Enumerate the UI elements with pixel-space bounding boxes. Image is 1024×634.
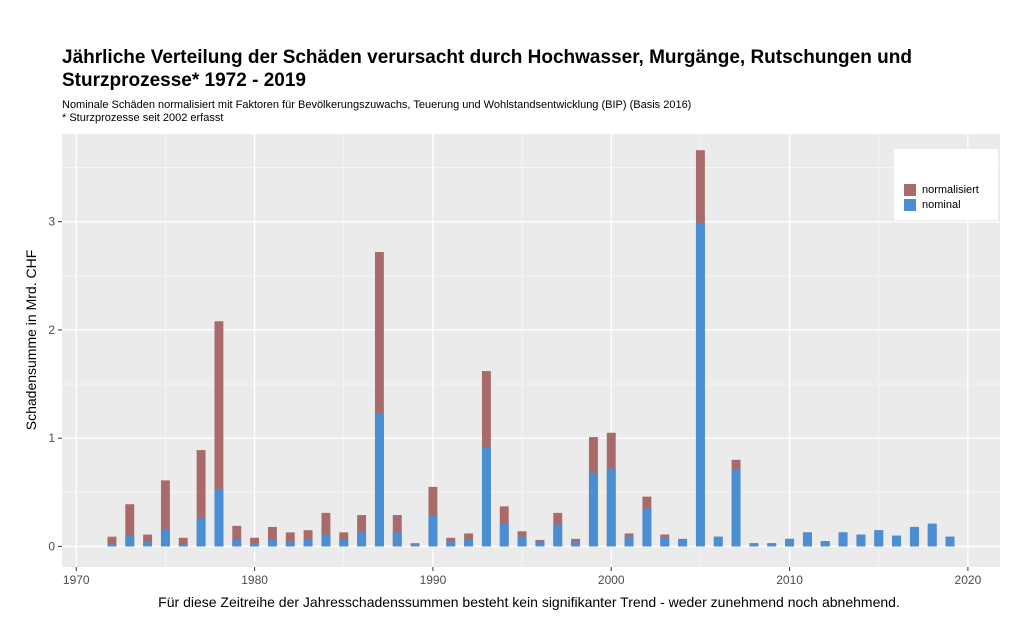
bar-nominal-1981 (267, 539, 277, 547)
x-axis-label: Für diese Zeitreihe der Jahresschadenssu… (158, 594, 900, 610)
tick-labels: 1970 1980 1990 2000 2010 2020 0 1 2 3 (48, 215, 981, 587)
bar-nominal-1973 (125, 535, 135, 547)
chart-subtitle: Nominale Schäden normalisiert mit Faktor… (62, 99, 691, 125)
x-tick-label: 1970 (63, 573, 90, 587)
bar-normalisiert-1976 (178, 537, 188, 547)
legend-label-nominal: nominal (922, 199, 961, 211)
bar-nominal-1972 (107, 544, 117, 547)
legend-item-nominal: nominal (904, 198, 961, 212)
bar-nominal-1990 (428, 515, 438, 547)
bar-normalisiert-1981 (267, 526, 277, 547)
bar-nominal-1997 (553, 524, 563, 547)
subtitle-line-2: * Sturzprozesse seit 2002 erfasst (62, 112, 224, 124)
bar-normalisiert-1974 (143, 534, 153, 547)
bar-nominal-1999 (588, 472, 598, 547)
bar-nominal-2015 (874, 530, 884, 547)
bar-nominal-2000 (606, 468, 616, 547)
bar-normalisiert-1983 (303, 530, 313, 547)
bar-nominal-1978 (214, 489, 224, 547)
bar-nominal-1977 (196, 518, 206, 547)
bar-nominal-1998 (571, 541, 581, 547)
x-tick-label: 2020 (955, 573, 982, 587)
bar-nominal-1991 (446, 541, 456, 547)
legend: normalisiert nominal (894, 149, 998, 220)
bar-nominal-1988 (392, 532, 402, 547)
bar-nominal-2002 (642, 508, 652, 547)
bar-nominal-2012 (820, 541, 830, 547)
y-tick-label: 1 (48, 431, 55, 445)
bar-normalisiert-1984 (321, 512, 331, 547)
bar-nominal-1984 (321, 534, 331, 547)
bar-normalisiert-1986 (357, 515, 367, 547)
bars (107, 150, 955, 547)
bar-nominal-2007 (731, 469, 741, 547)
bar-nominal-2001 (624, 536, 634, 547)
bar-nominal-2018 (927, 523, 937, 547)
bar-nominal-2004 (678, 539, 688, 547)
bar-nominal-2016 (892, 535, 902, 547)
bar-normalisiert-1973 (125, 504, 135, 547)
bar-normalisiert-1985 (339, 532, 349, 547)
axis-ticks (58, 221, 969, 571)
bar-nominal-1986 (357, 532, 367, 547)
bar-nominal-1982 (285, 541, 295, 547)
bar-nominal-1974 (143, 542, 153, 547)
x-tick-label: 2010 (776, 573, 803, 587)
bar-nominal-1980 (250, 543, 260, 547)
legend-label-normalisiert: normalisiert (922, 184, 979, 196)
bar-normalisiert-1972 (107, 536, 117, 547)
subtitle-line-1: Nominale Schäden normalisiert mit Faktor… (62, 99, 692, 111)
bar-nominal-1979 (232, 539, 242, 547)
x-tick-label: 1990 (420, 573, 447, 587)
bar-nominal-1993 (481, 446, 491, 547)
bar-nominal-2010 (785, 538, 795, 547)
y-tick-label: 2 (48, 323, 55, 337)
bar-nominal-2006 (713, 536, 723, 547)
bar-nominal-1976 (178, 544, 188, 547)
bar-nominal-2019 (945, 536, 955, 547)
bar-nominal-1975 (160, 529, 170, 547)
y-axis-label: Schadensumme in Mrd. CHF (23, 249, 39, 431)
bar-normalisiert-1980 (250, 537, 260, 547)
bar-normalisiert-1987 (374, 251, 384, 547)
bar-normalisiert-1977 (196, 450, 206, 547)
bar-nominal-2009 (767, 543, 777, 547)
bar-nominal-2013 (838, 532, 848, 547)
bar-normalisiert-1979 (232, 525, 242, 547)
bar-normalisiert-1975 (160, 480, 170, 547)
legend-item-normalisiert: normalisiert (904, 183, 979, 197)
bar-nominal-2008 (749, 543, 759, 547)
y-tick-label: 3 (48, 215, 55, 229)
legend-key-normalisiert (904, 184, 916, 196)
bar-nominal-1989 (410, 544, 420, 547)
bar-nominal-1994 (499, 523, 509, 547)
bar-normalisiert-1978 (214, 321, 224, 547)
legend-key-nominal (904, 199, 916, 211)
bar-nominal-1985 (339, 539, 349, 547)
x-tick-label: 1980 (241, 573, 268, 587)
bar-nominal-2014 (856, 534, 866, 547)
y-tick-label: 0 (48, 539, 55, 553)
bar-nominal-1995 (517, 536, 527, 547)
bar-nominal-2017 (909, 526, 919, 547)
bar-nominal-1983 (303, 539, 313, 547)
bar-nominal-2011 (802, 532, 812, 547)
bar-nominal-2003 (660, 537, 670, 547)
bar-normalisiert-1988 (392, 515, 402, 547)
x-tick-label: 2000 (598, 573, 625, 587)
chart-title: Jährliche Verteilung der Schäden verursa… (62, 47, 912, 91)
bar-nominal-1987 (374, 413, 384, 547)
bar-normalisiert-1982 (285, 532, 295, 547)
bar-nominal-1992 (464, 539, 474, 547)
bar-nominal-2005 (695, 222, 705, 547)
bar-nominal-1996 (535, 542, 545, 547)
